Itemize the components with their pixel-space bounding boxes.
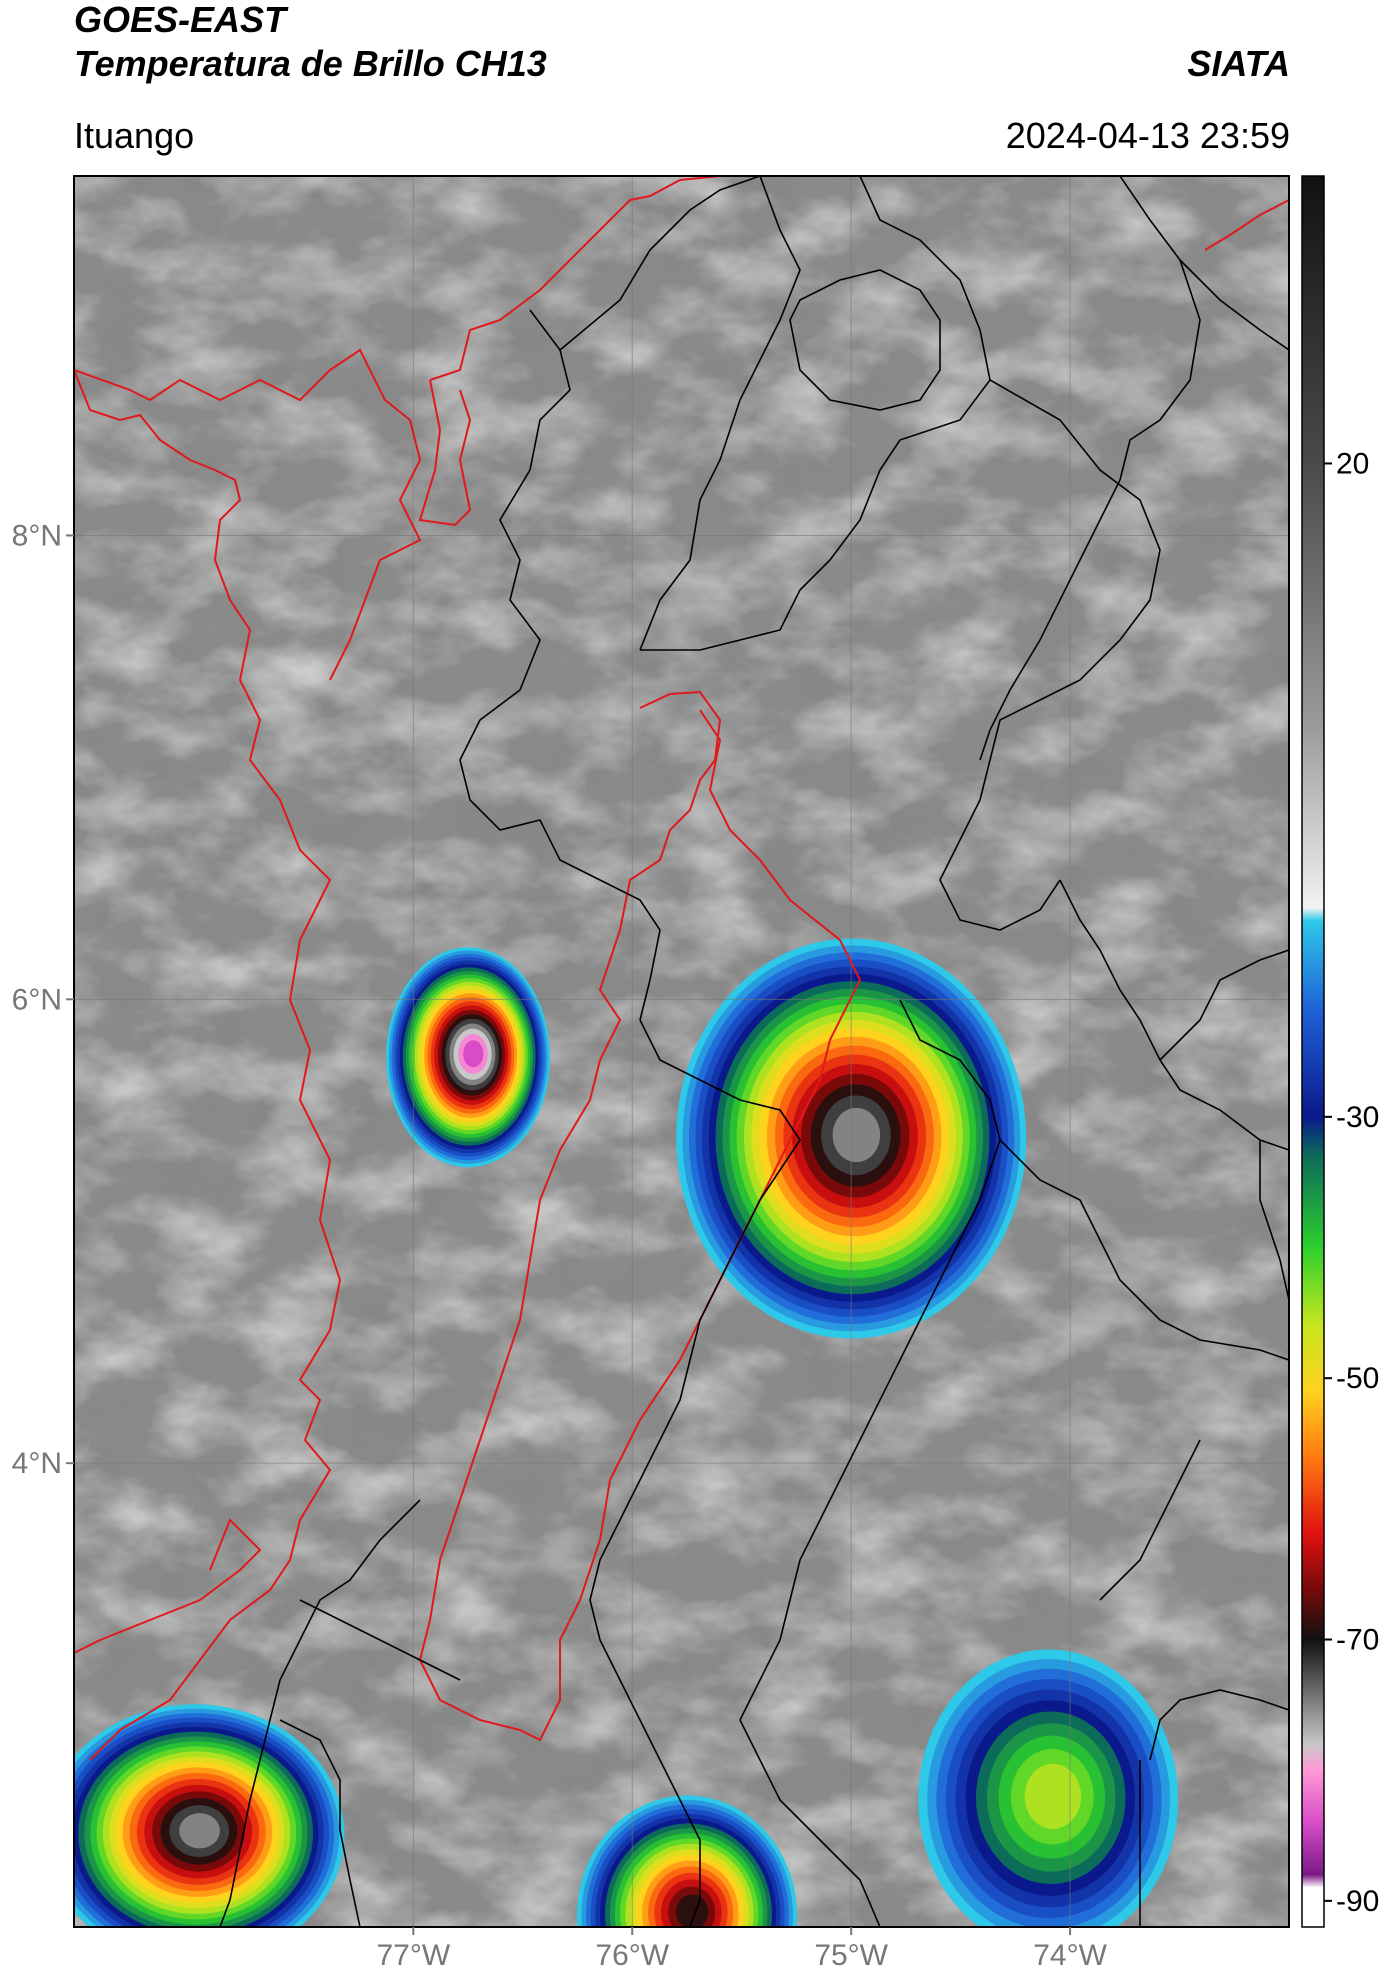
region-label: Ituango	[74, 115, 195, 156]
organization-label: SIATA	[1187, 43, 1290, 84]
border-bolivar-interior	[640, 176, 991, 651]
storm-cell-ituango-core	[386, 947, 551, 1168]
border-east-4	[1149, 1689, 1289, 1761]
lon-tick-label: 76°W	[595, 1939, 669, 1972]
border-santander	[1119, 176, 1201, 481]
ne-coast	[1204, 199, 1289, 251]
choco-interior-line	[418, 690, 862, 1742]
colorbar-tick-label: -70	[1336, 1624, 1379, 1657]
map-area	[74, 176, 1289, 1927]
colorbar-tick-label: -30	[1336, 1101, 1379, 1134]
border-west-2	[279, 1719, 361, 1927]
colombia-panama-border	[74, 348, 422, 681]
border-west-1	[299, 1599, 461, 1681]
border-east-2	[1159, 949, 1289, 1061]
border-caldas	[639, 1019, 801, 1281]
lon-tick-label: 74°W	[1033, 1939, 1107, 1972]
border-cordoba-sucre	[559, 176, 761, 351]
border-valle	[219, 1499, 421, 1927]
border-tolima	[589, 1279, 721, 1927]
map-frame	[73, 175, 1290, 1928]
border-cundinamarca	[739, 999, 1001, 1721]
satellite-title: GOES-EAST	[74, 0, 287, 40]
pacific-coastline	[74, 369, 342, 1761]
border-huila	[739, 1719, 881, 1927]
border-antioquia-cordoba	[459, 309, 661, 1021]
border-north-east-1	[789, 269, 941, 411]
lat-tick-label: 4°N	[12, 1447, 62, 1480]
pacific-bay	[74, 1518, 262, 1655]
caribbean-coast	[429, 176, 721, 381]
storm-contour	[179, 1813, 220, 1849]
storm-contour	[832, 1107, 881, 1163]
colorbar: 20 -30 -50 -70 -90	[1301, 175, 1379, 1928]
storm-contour	[676, 1894, 709, 1927]
storm-cells	[74, 938, 1179, 1927]
colorbar-ticks: 20 -30 -50 -70 -90	[1324, 447, 1379, 1918]
storm-cell-tolima-south	[918, 1649, 1179, 1927]
border-east-1	[1059, 879, 1289, 1151]
border-norte-santander	[1179, 259, 1289, 351]
storm-contour	[1024, 1763, 1082, 1829]
border-sucre-bolivar	[639, 176, 801, 651]
lat-tick-label: 6°N	[12, 983, 62, 1016]
colorbar-tick-label: -90	[1336, 1885, 1379, 1918]
timestamp-label: 2024-04-13 23:59	[1005, 115, 1290, 156]
product-title: Temperatura de Brillo CH13	[74, 43, 547, 84]
border-boyaca	[979, 479, 1121, 761]
storm-cell-pacific-south	[74, 1704, 345, 1927]
axis-ticks: 8°N 6°N 4°N 77°W 76°W 75°W 74°W	[12, 519, 1108, 1972]
colorbar-gradient	[1302, 176, 1324, 1927]
storm-contour	[463, 1040, 484, 1068]
uraba-gulf	[418, 379, 472, 527]
black-borders	[219, 176, 1289, 1927]
lat-tick-label: 8°N	[12, 519, 62, 552]
lon-tick-label: 77°W	[376, 1939, 450, 1972]
red-borders	[74, 176, 1289, 1761]
colorbar-tick-label: 20	[1336, 447, 1369, 480]
border-cesar	[939, 379, 1161, 931]
border-meta	[999, 1139, 1289, 1361]
colorbar-tick-label: -50	[1336, 1362, 1379, 1395]
gridlines	[74, 176, 1289, 1927]
lon-tick-label: 75°W	[814, 1939, 888, 1972]
cloud-texture	[74, 176, 1289, 1927]
colorbar-frame	[1301, 175, 1325, 1928]
border-right-edge	[1259, 1140, 1289, 1301]
border-east-3	[1099, 1439, 1201, 1601]
